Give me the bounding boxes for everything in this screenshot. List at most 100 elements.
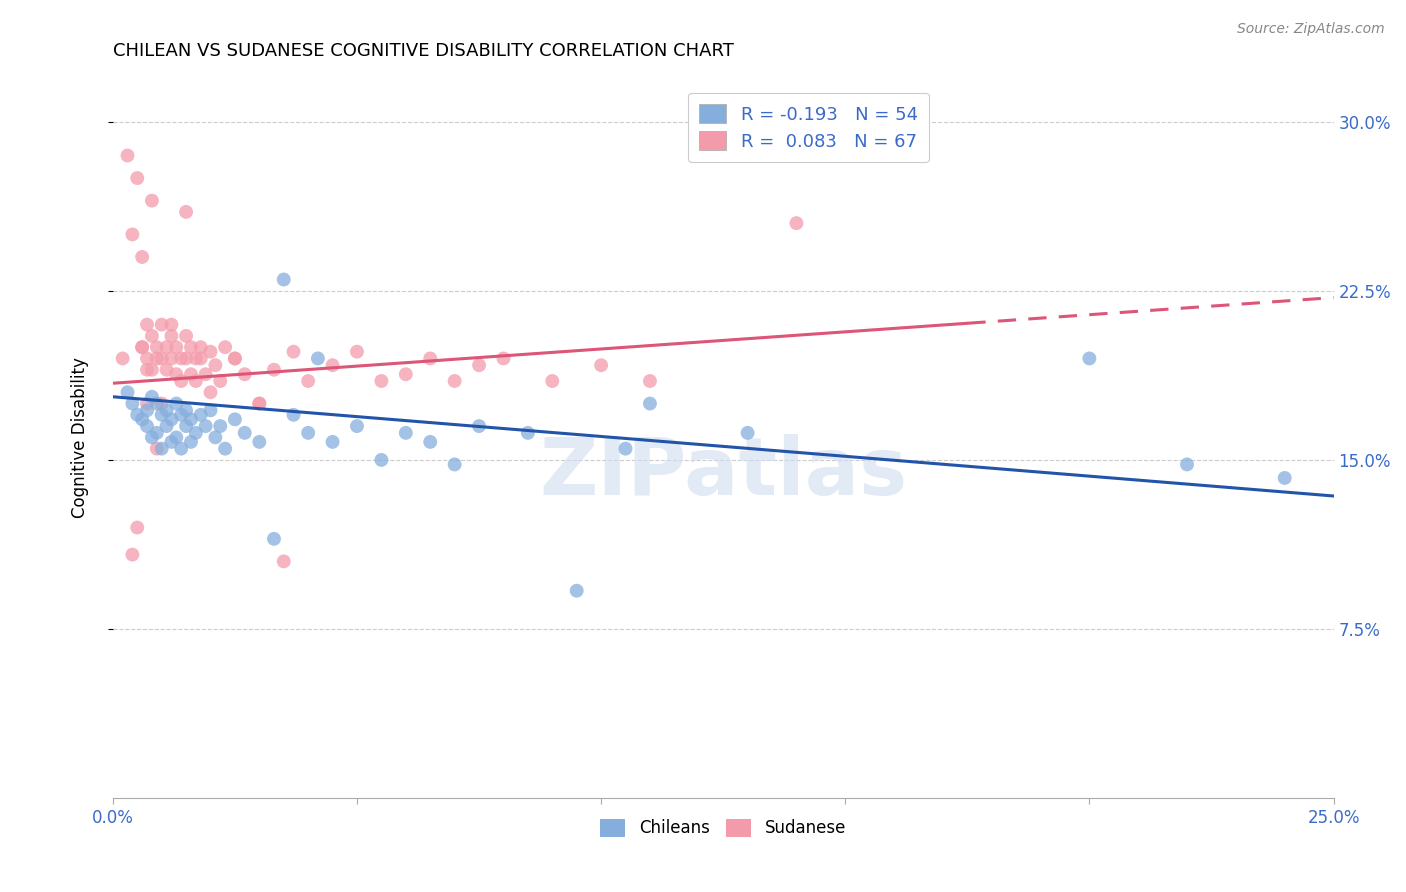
Point (155, 403, 177, 417)
Point (346, 419, 368, 434)
Point (1274, 471, 1296, 485)
Point (419, 434, 441, 449)
Point (209, 419, 232, 434)
Point (322, 358, 344, 372)
Point (443, 374, 465, 388)
Point (190, 351, 212, 366)
Point (155, 362, 177, 376)
Point (170, 374, 193, 388)
Point (174, 403, 197, 417)
Point (136, 362, 159, 376)
Point (214, 442, 236, 456)
Point (131, 340, 153, 354)
Point (141, 390, 163, 404)
Y-axis label: Cognitive Disability: Cognitive Disability (72, 357, 89, 517)
Point (638, 374, 661, 388)
Text: Source: ZipAtlas.com: Source: ZipAtlas.com (1237, 22, 1385, 37)
Point (121, 548, 143, 562)
Point (273, 272, 295, 286)
Point (541, 374, 564, 388)
Point (131, 412, 153, 426)
Point (263, 532, 285, 546)
Point (370, 374, 392, 388)
Point (136, 419, 159, 434)
Point (165, 396, 187, 410)
Point (127, 408, 149, 422)
Point (111, 351, 134, 366)
Point (233, 368, 256, 382)
Point (443, 458, 465, 472)
Point (322, 434, 344, 449)
Point (165, 368, 187, 382)
Point (565, 583, 588, 598)
Point (468, 358, 491, 372)
Point (204, 358, 226, 372)
Point (160, 351, 183, 366)
Text: ZIPatlas: ZIPatlas (538, 434, 907, 512)
Point (419, 351, 441, 366)
Point (190, 340, 212, 354)
Point (117, 385, 139, 400)
Point (170, 442, 193, 456)
Point (121, 396, 143, 410)
Point (146, 340, 169, 354)
Point (174, 351, 197, 366)
Point (224, 351, 246, 366)
Point (146, 351, 169, 366)
Point (1078, 351, 1101, 366)
Point (224, 412, 246, 426)
Point (283, 408, 305, 422)
Point (346, 344, 368, 359)
Point (141, 430, 163, 444)
Point (141, 329, 163, 343)
Point (170, 408, 193, 422)
Point (184, 374, 207, 388)
Point (165, 340, 187, 354)
Point (160, 318, 183, 332)
Legend: Chileans, Sudanese: Chileans, Sudanese (593, 812, 852, 844)
Point (131, 340, 153, 354)
Point (1175, 458, 1198, 472)
Point (468, 419, 491, 434)
Point (180, 412, 202, 426)
Point (200, 385, 222, 400)
Point (136, 351, 159, 366)
Point (273, 554, 295, 568)
Point (184, 351, 207, 366)
Point (180, 434, 202, 449)
Point (395, 425, 418, 440)
Point (146, 396, 169, 410)
Point (127, 520, 149, 534)
Point (204, 430, 226, 444)
Point (297, 425, 319, 440)
Point (395, 368, 418, 382)
Point (174, 205, 197, 219)
Point (297, 374, 319, 388)
Point (174, 419, 197, 434)
Point (127, 171, 149, 186)
Point (737, 425, 759, 440)
Point (136, 403, 159, 417)
Point (200, 344, 222, 359)
Point (174, 329, 197, 343)
Point (150, 442, 173, 456)
Point (591, 358, 613, 372)
Point (150, 351, 173, 366)
Point (131, 250, 153, 264)
Text: CHILEAN VS SUDANESE COGNITIVE DISABILITY CORRELATION CHART: CHILEAN VS SUDANESE COGNITIVE DISABILITY… (112, 42, 734, 60)
Point (785, 216, 807, 230)
Point (160, 434, 183, 449)
Point (194, 419, 217, 434)
Point (160, 412, 183, 426)
Point (165, 430, 187, 444)
Point (117, 148, 139, 162)
Point (247, 396, 270, 410)
Point (614, 442, 637, 456)
Point (146, 442, 169, 456)
Point (121, 227, 143, 242)
Point (180, 340, 202, 354)
Point (209, 374, 232, 388)
Point (247, 434, 270, 449)
Point (184, 425, 207, 440)
Point (150, 408, 173, 422)
